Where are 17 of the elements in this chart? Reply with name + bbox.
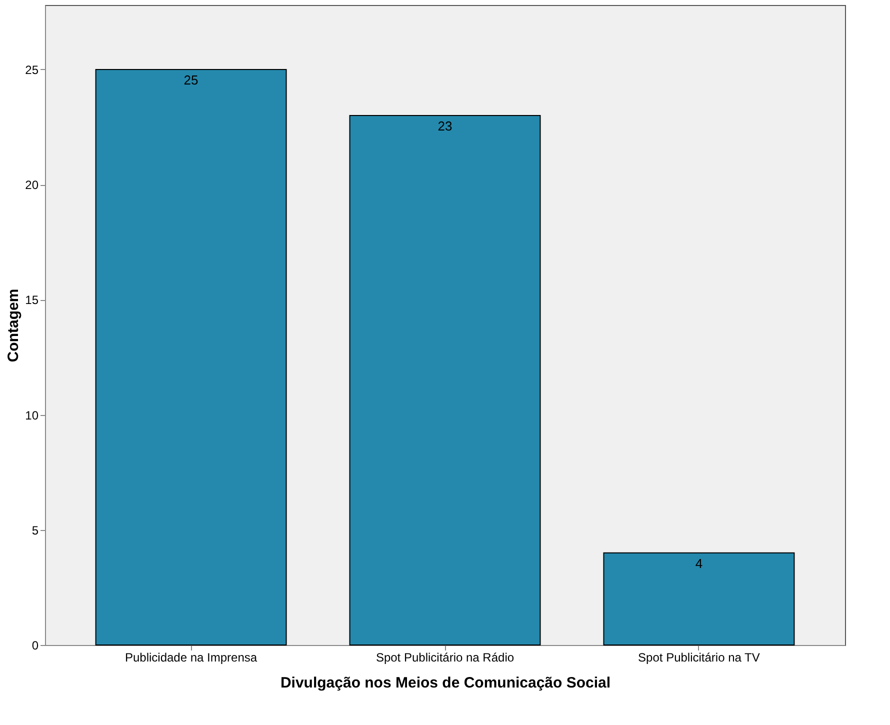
x-tick-label: Spot Publicitário na TV [638, 650, 760, 664]
y-tick-label: 15 [25, 293, 39, 308]
bar [349, 115, 541, 646]
bar [95, 68, 287, 646]
x-tick-label: Publicidade na Imprensa [124, 650, 258, 664]
y-tick-label: 20 [25, 178, 39, 192]
x-axis-title: Divulgação nos Meios de Comunicação Social [280, 674, 611, 692]
data-label: 25 [184, 72, 198, 88]
y-tick-label: 5 [32, 523, 39, 538]
bar [603, 552, 795, 646]
x-tick-label: Spot Publicitário na Rádio [376, 650, 514, 664]
y-tick-label: 10 [25, 408, 39, 422]
y-tick-label: 0 [32, 638, 39, 652]
data-label: 23 [438, 118, 452, 134]
y-tick-label: 25 [25, 62, 39, 77]
data-label: 4 [695, 556, 703, 571]
y-axis-title: Contagem [5, 288, 22, 362]
